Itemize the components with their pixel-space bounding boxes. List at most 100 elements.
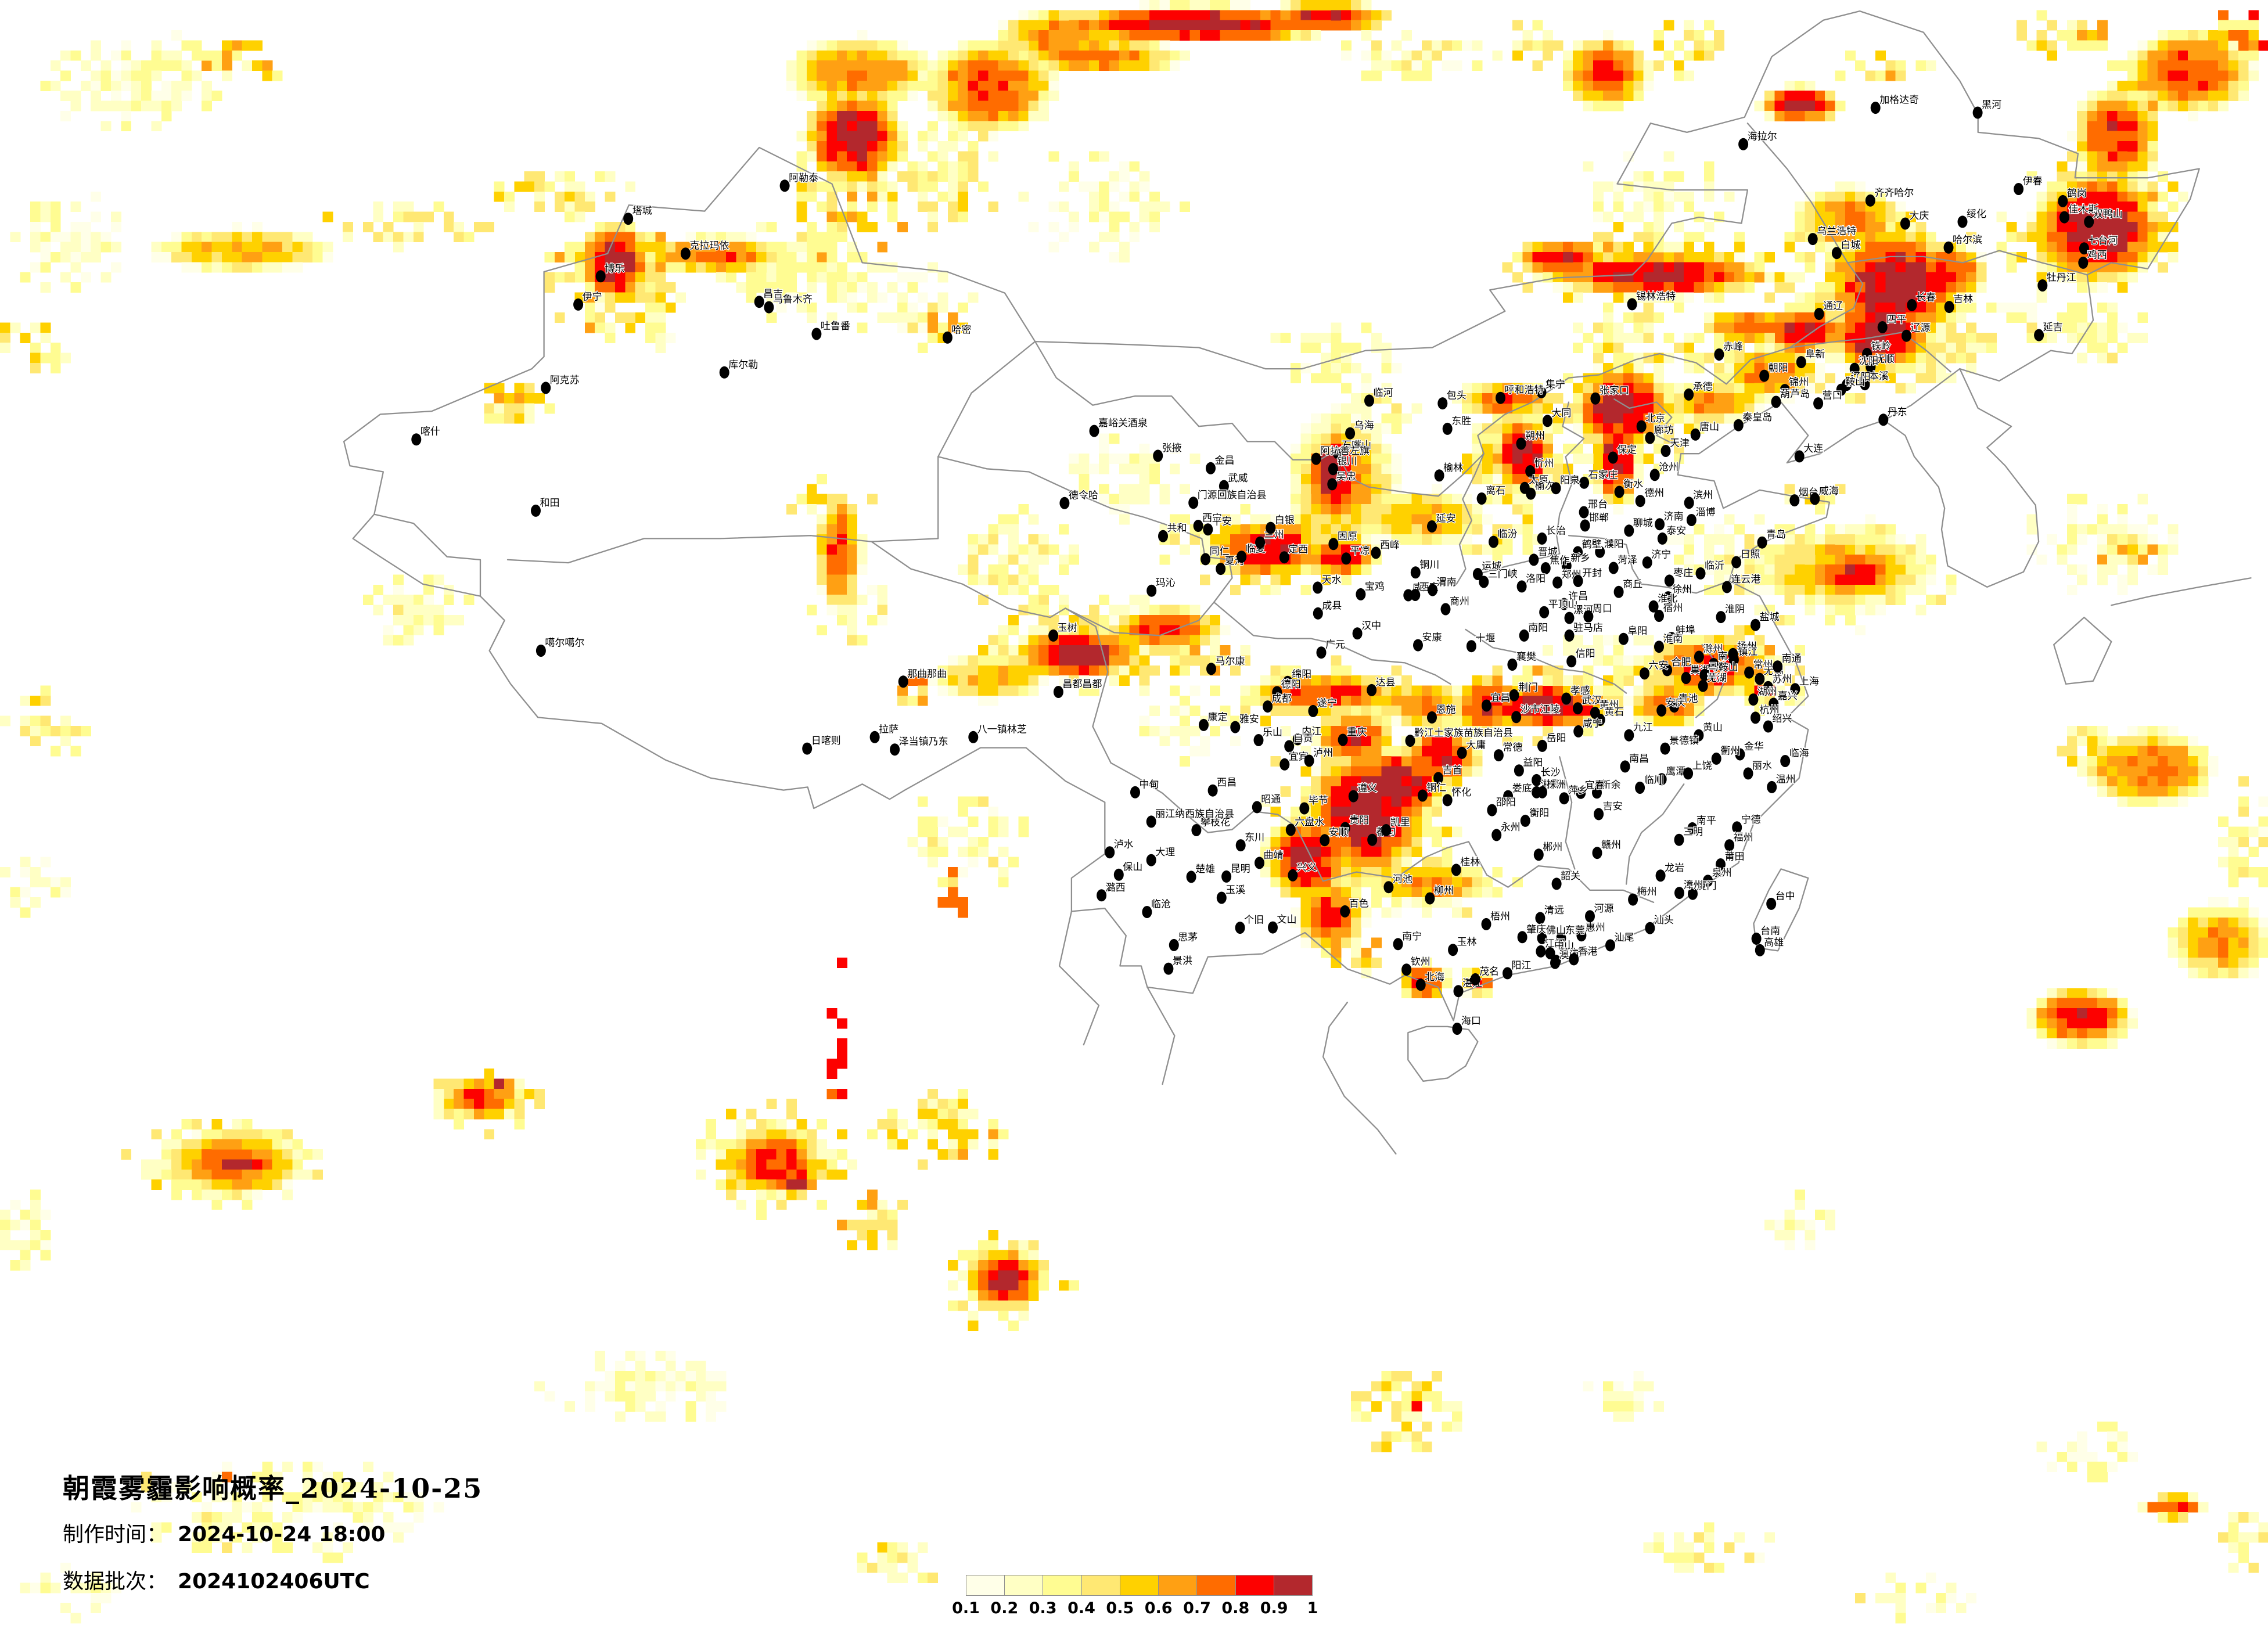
- city-厦门: 厦门: [1688, 880, 1717, 900]
- city-大庆: 大庆: [1900, 210, 1930, 230]
- city-label: 宜春: [1585, 779, 1605, 791]
- city-惠州: 惠州: [1576, 921, 1606, 942]
- city-dot: [1649, 469, 1660, 481]
- city-康定: 康定: [1199, 711, 1228, 731]
- city-label: 怀化: [1451, 787, 1471, 798]
- city-label: 泽当镇乃东: [899, 736, 948, 748]
- city-dot: [1476, 492, 1487, 505]
- city-label: 内江: [1302, 726, 1321, 738]
- city-dot: [1410, 589, 1421, 601]
- city-dot: [719, 366, 729, 379]
- city-dot: [1757, 536, 1767, 549]
- city-门源回族自治县: 门源回族自治县: [1188, 488, 1267, 509]
- city-dot: [1580, 519, 1590, 532]
- city-label: 景德镇: [1669, 735, 1699, 747]
- city-沈阳: 沈阳: [1849, 355, 1879, 375]
- city-dot: [1694, 729, 1704, 742]
- city-label: 马尔康: [1216, 656, 1245, 667]
- city-东川: 东川: [1235, 831, 1265, 852]
- city-label: 吴忠: [1336, 471, 1356, 483]
- legend-tick-label: 0.1: [952, 1599, 980, 1617]
- city-label: 丽水: [1752, 760, 1772, 772]
- border-line-4: [1455, 453, 1485, 585]
- city-dot: [1743, 767, 1753, 780]
- city-dot: [1957, 215, 1968, 228]
- city-dot: [1613, 585, 1624, 598]
- city-邯郸: 邯郸: [1580, 512, 1609, 532]
- city-百色: 百色: [1340, 897, 1370, 918]
- city-宜春: 宜春: [1576, 779, 1605, 799]
- city-衢州: 衢州: [1711, 744, 1741, 765]
- city-dot: [1304, 754, 1314, 767]
- city-label: 柳州: [1434, 885, 1454, 897]
- city-马尔康: 马尔康: [1206, 655, 1246, 675]
- city-汕头: 汕头: [1645, 914, 1674, 934]
- city-label: 威海: [1819, 485, 1839, 497]
- legend-box-0.9: [1274, 1575, 1312, 1595]
- city-广元: 广元: [1316, 638, 1346, 659]
- city-label: 昌都昌都: [1062, 679, 1102, 690]
- city-label: 同仁: [1210, 546, 1230, 557]
- city-label: 濮阳: [1604, 538, 1624, 550]
- city-dot: [1053, 686, 1063, 698]
- made-time-label: 制作时间：: [63, 1522, 168, 1546]
- border-line-25: [2111, 577, 2252, 606]
- city-label: 拉萨: [879, 724, 898, 735]
- city-dot: [1206, 663, 1216, 675]
- city-label: 铜仁: [1426, 782, 1446, 794]
- city-label: 本溪: [1869, 371, 1889, 383]
- city-dot: [1511, 711, 1522, 724]
- city-曲靖: 曲靖: [1255, 849, 1284, 869]
- city-label: 淮南: [1663, 634, 1683, 645]
- city-吐鲁番: 吐鲁番: [811, 320, 851, 340]
- city-label: 许昌: [1568, 591, 1588, 602]
- city-东胜: 东胜: [1442, 415, 1472, 435]
- city-dot: [1573, 575, 1583, 587]
- city-label: 贵池: [1678, 693, 1698, 705]
- city-雅安: 雅安: [1230, 713, 1260, 733]
- city-柳州: 柳州: [1425, 884, 1454, 905]
- city-dot: [1466, 640, 1476, 653]
- city-label: 银川: [1337, 456, 1357, 467]
- city-河源: 河源: [1585, 902, 1615, 923]
- city-label: 韶关: [1561, 870, 1580, 882]
- city-淮阴: 淮阴: [1716, 603, 1745, 624]
- legend-tick-label: 0.2: [990, 1599, 1019, 1617]
- city-dot: [1695, 567, 1706, 580]
- city-dot: [1698, 679, 1708, 692]
- city-临河: 临河: [1364, 387, 1394, 407]
- city-dot: [1735, 748, 1745, 761]
- city-dot: [2058, 195, 2068, 207]
- city-楚雄: 楚雄: [1186, 863, 1216, 883]
- city-label: 九江: [1633, 722, 1653, 733]
- city-dot: [1878, 413, 1889, 426]
- city-泉州: 泉州: [1703, 866, 1733, 887]
- city-dot: [1393, 938, 1403, 951]
- city-label: 淮北: [1658, 593, 1677, 605]
- city-双鸭山: 双鸭山: [2084, 208, 2123, 228]
- city-噶尔噶尔: 噶尔噶尔: [535, 636, 585, 657]
- city-label: 秦皇岛: [1742, 412, 1772, 423]
- city-label: 葫芦岛: [1780, 388, 1810, 400]
- city-label: 厦门: [1697, 880, 1717, 892]
- city-dot: [1620, 760, 1630, 773]
- city-鸡西: 鸡西: [2078, 249, 2108, 269]
- city-label: 高雄: [1764, 937, 1784, 948]
- city-那曲那曲: 那曲那曲: [898, 668, 947, 688]
- city-dot: [1253, 734, 1264, 746]
- city-label: 商州: [1450, 596, 1469, 607]
- city-dot: [779, 179, 790, 192]
- city-汕尾: 汕尾: [1605, 931, 1635, 952]
- city-label: 聊城: [1633, 517, 1653, 529]
- city-label: 平安: [1212, 516, 1232, 528]
- city-dot: [1755, 672, 1765, 685]
- city-杭州: 杭州: [1751, 704, 1780, 724]
- city-dot: [531, 504, 541, 517]
- city-label: 郴州: [1543, 841, 1562, 853]
- city-dot: [1564, 629, 1575, 642]
- city-日照: 日照: [1731, 548, 1761, 569]
- city-镇江: 镇江: [1728, 646, 1759, 666]
- city-dot: [1608, 562, 1619, 574]
- city-dot: [1130, 786, 1140, 798]
